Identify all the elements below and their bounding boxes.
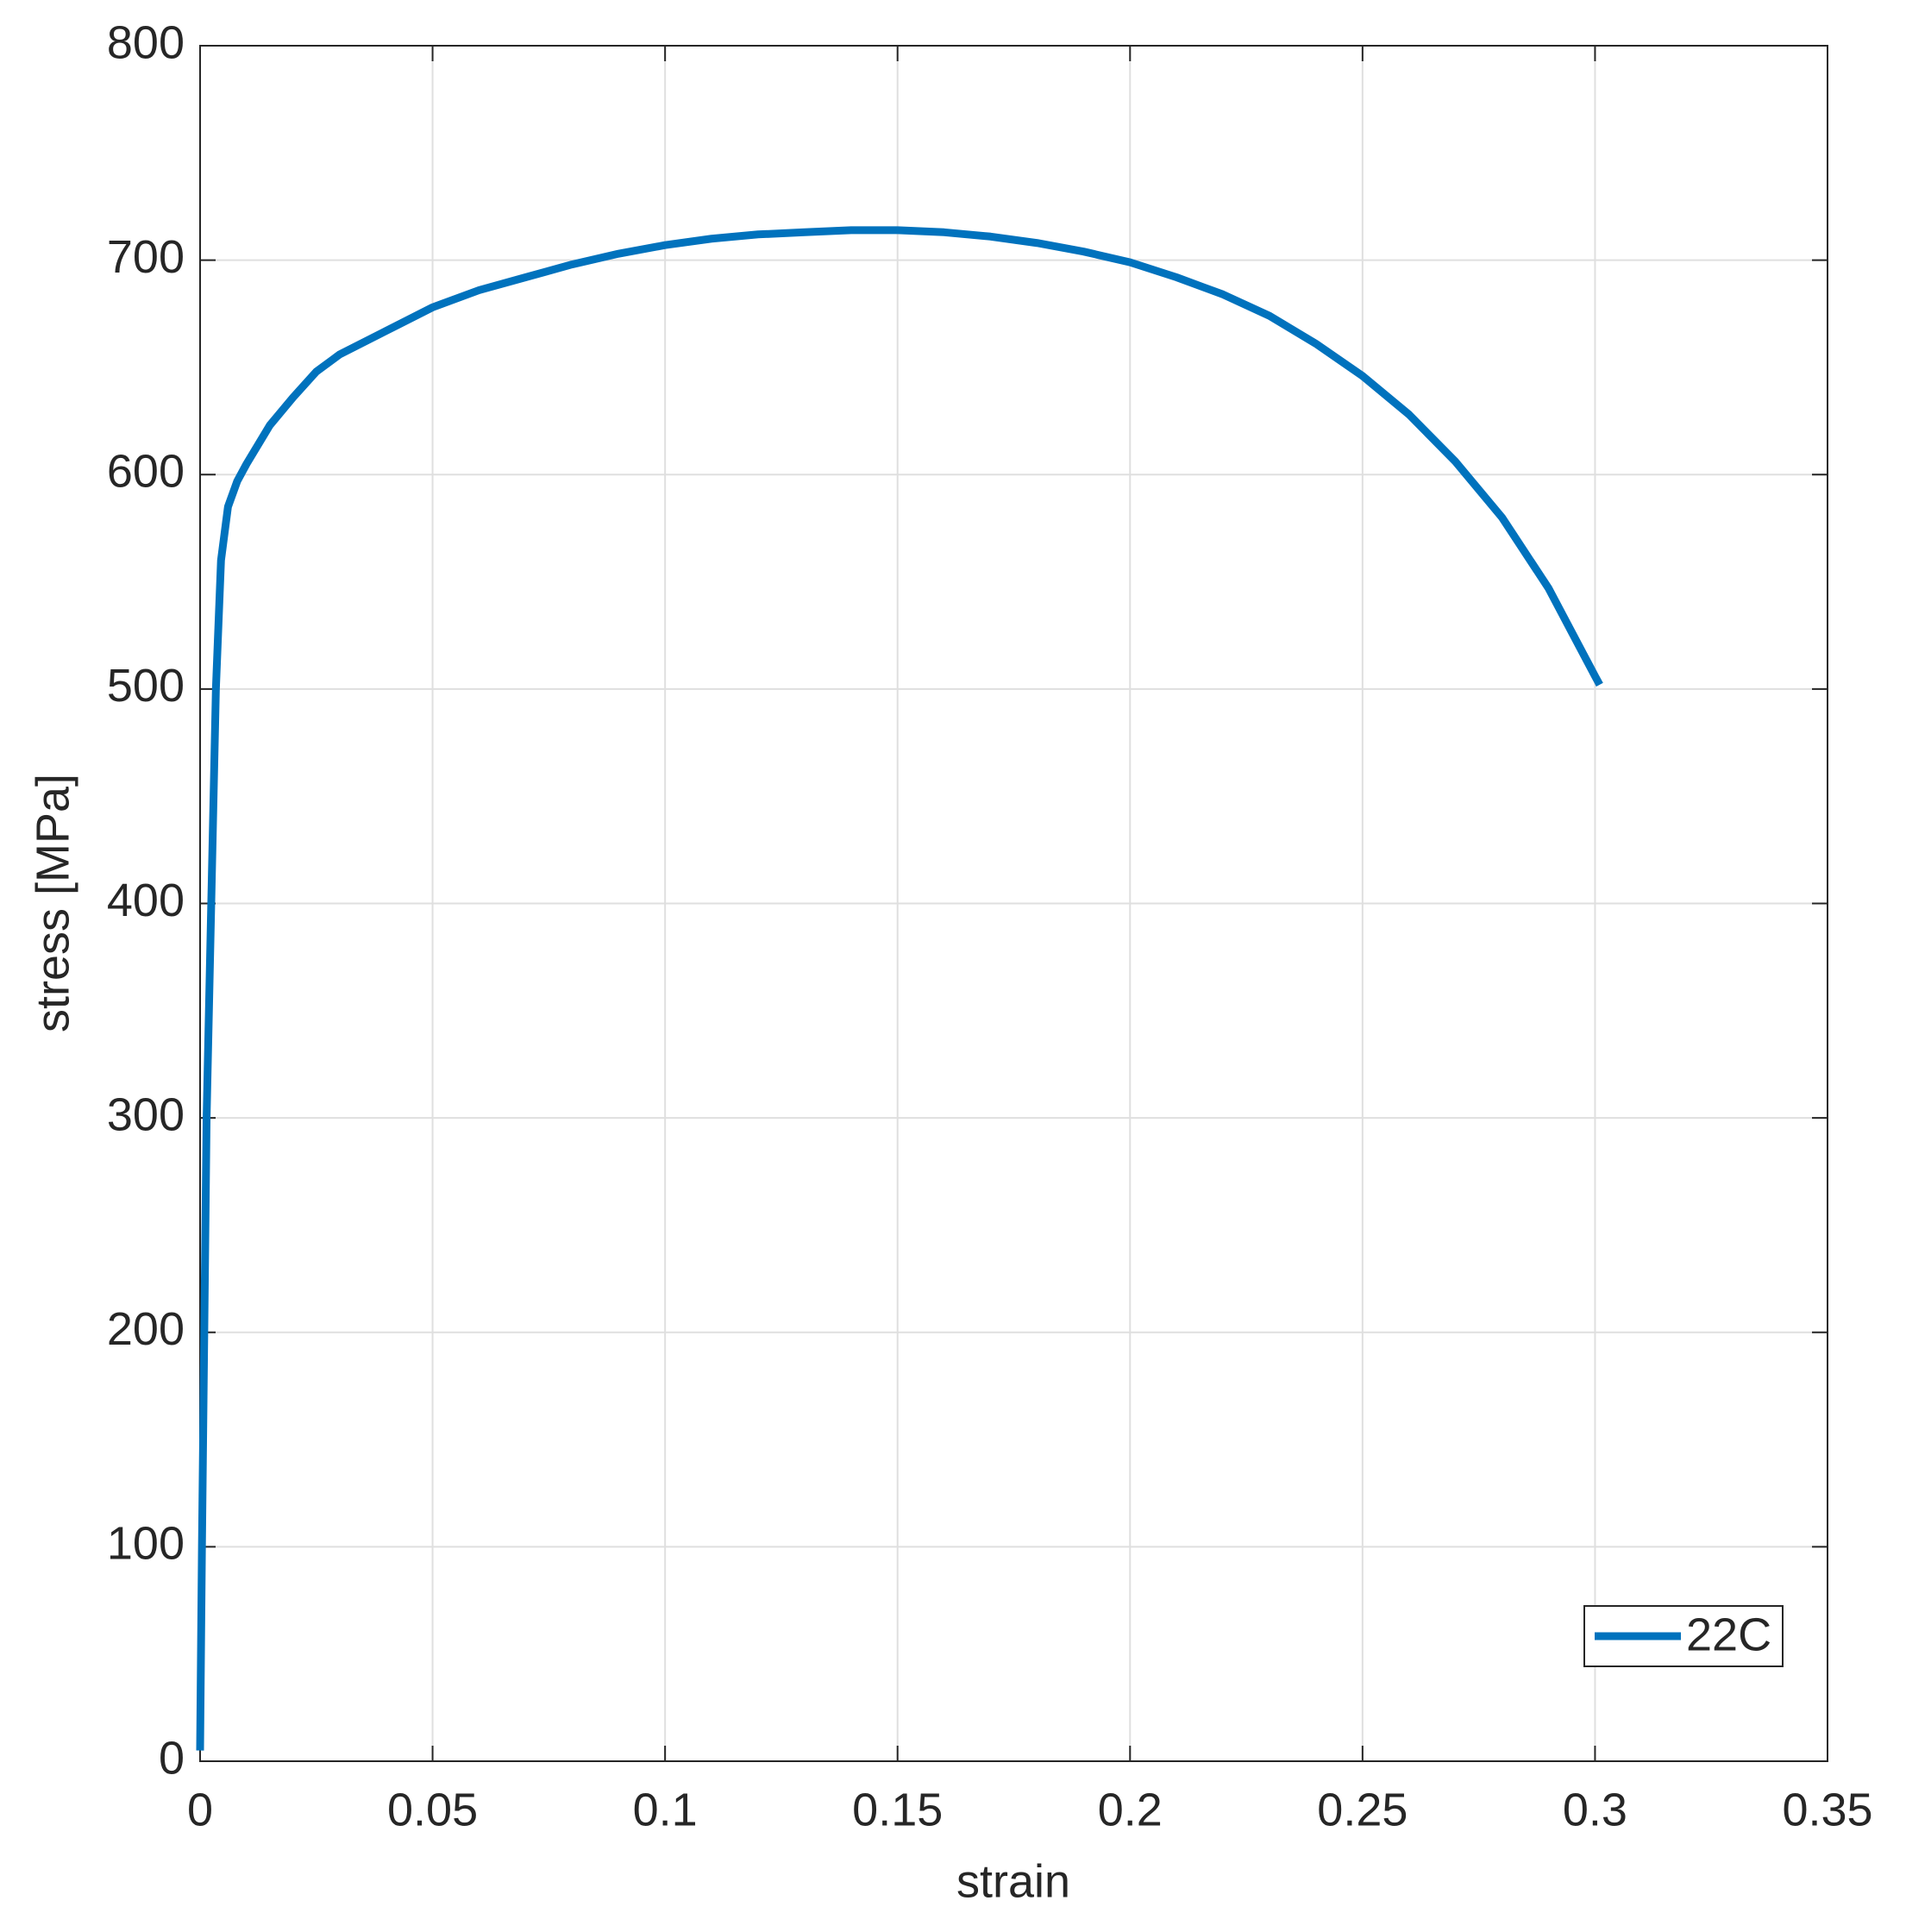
y-tick-label: 800	[107, 16, 185, 68]
x-tick-label: 0.25	[1317, 1784, 1408, 1835]
x-tick-label: 0.3	[1563, 1784, 1627, 1835]
legend-label: 22C	[1686, 1609, 1771, 1660]
y-tick-label: 100	[107, 1518, 185, 1570]
x-tick-label: 0.1	[633, 1784, 698, 1835]
y-tick-label: 700	[107, 231, 185, 283]
y-tick-label: 0	[159, 1732, 185, 1784]
x-tick-label: 0.15	[852, 1784, 943, 1835]
x-tick-label: 0.35	[1782, 1784, 1872, 1835]
x-tick-label: 0.05	[387, 1784, 478, 1835]
plot-frame	[199, 45, 1828, 1762]
y-axis-label: stress [MPa]	[27, 774, 78, 1032]
x-axis-label: strain	[956, 1855, 1070, 1907]
y-tick-label: 400	[107, 875, 185, 926]
x-tick-label: 0	[187, 1784, 213, 1835]
y-tick-label: 200	[107, 1303, 185, 1355]
y-tick-label: 600	[107, 446, 185, 498]
y-tick-label: 300	[107, 1088, 185, 1140]
x-tick-label: 0.2	[1098, 1784, 1163, 1835]
y-tick-label: 500	[107, 660, 185, 712]
data-line	[196, 226, 1603, 1751]
